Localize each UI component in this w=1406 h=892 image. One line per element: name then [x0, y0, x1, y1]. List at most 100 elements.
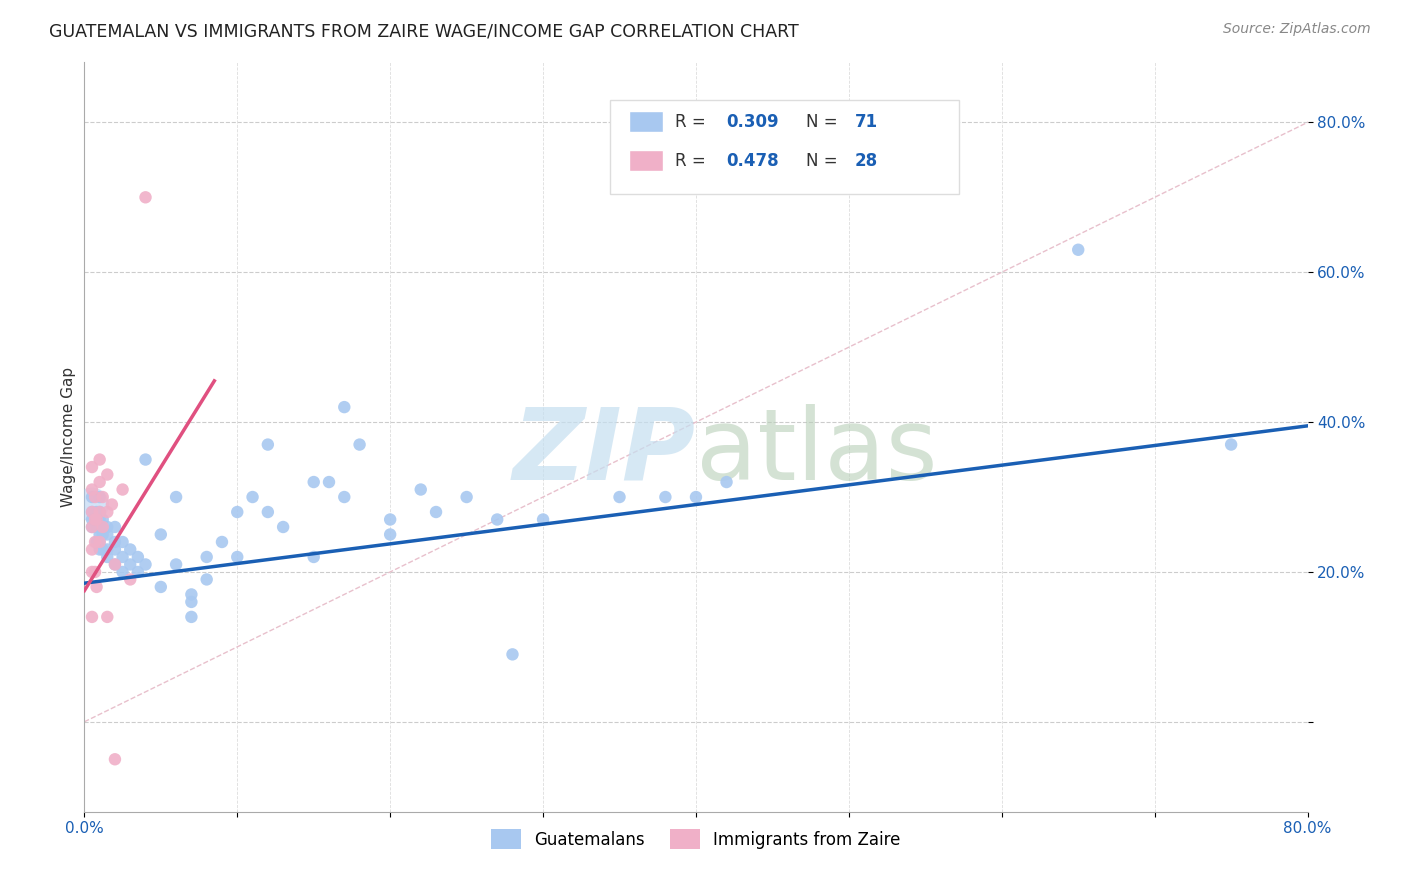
Text: GUATEMALAN VS IMMIGRANTS FROM ZAIRE WAGE/INCOME GAP CORRELATION CHART: GUATEMALAN VS IMMIGRANTS FROM ZAIRE WAGE… [49, 22, 799, 40]
Text: R =: R = [675, 112, 711, 130]
Point [91, 520, 114, 534]
Point [86, 512, 108, 526]
Point [257, 437, 280, 451]
Point [84, 565, 107, 579]
Point [531, 512, 554, 526]
Point [409, 483, 432, 497]
Point [84, 490, 107, 504]
Point [96, 542, 118, 557]
Point [91, 527, 114, 541]
Text: 0.309: 0.309 [727, 112, 779, 130]
Point [111, 535, 134, 549]
Y-axis label: Wage/Income Gap: Wage/Income Gap [60, 367, 76, 508]
Point [380, 512, 402, 526]
Point [180, 610, 202, 624]
Text: Source: ZipAtlas.com: Source: ZipAtlas.com [1223, 22, 1371, 37]
Point [80, 505, 103, 519]
Point [80, 460, 103, 475]
Point [91, 542, 114, 557]
Point [89, 527, 111, 541]
Point [211, 535, 233, 549]
Point [89, 535, 111, 549]
Point [80, 505, 103, 519]
Point [165, 558, 187, 572]
Point [80, 610, 103, 624]
Point [135, 452, 157, 467]
Point [127, 565, 149, 579]
Point [685, 490, 707, 504]
Point [89, 505, 111, 519]
Text: N =: N = [806, 112, 844, 130]
FancyBboxPatch shape [628, 150, 664, 171]
Point [226, 505, 249, 519]
Point [89, 542, 111, 557]
Point [180, 595, 202, 609]
FancyBboxPatch shape [610, 100, 959, 194]
Point [1067, 243, 1090, 257]
Point [80, 520, 103, 534]
Point [111, 483, 134, 497]
Point [104, 558, 127, 572]
Point [120, 573, 142, 587]
Point [271, 520, 294, 534]
Point [104, 520, 127, 534]
Point [80, 498, 103, 512]
Point [333, 490, 356, 504]
Point [96, 520, 118, 534]
Point [135, 190, 157, 204]
Point [257, 505, 280, 519]
Point [89, 452, 111, 467]
Point [349, 437, 371, 451]
Point [89, 505, 111, 519]
Text: N =: N = [806, 152, 844, 169]
FancyBboxPatch shape [628, 112, 664, 132]
Point [502, 648, 524, 662]
Point [380, 527, 402, 541]
Point [120, 558, 142, 572]
Point [195, 573, 218, 587]
Point [149, 527, 172, 541]
Point [96, 527, 118, 541]
Point [86, 512, 108, 526]
Point [80, 542, 103, 557]
Point [149, 580, 172, 594]
Point [84, 512, 107, 526]
Point [84, 535, 107, 549]
Point [96, 610, 118, 624]
Point [89, 490, 111, 504]
Text: 71: 71 [855, 112, 879, 130]
Point [609, 490, 631, 504]
Point [91, 512, 114, 526]
Point [425, 505, 447, 519]
Point [80, 512, 103, 526]
Point [654, 490, 676, 504]
Point [111, 565, 134, 579]
Point [104, 535, 127, 549]
Point [89, 535, 111, 549]
Point [86, 505, 108, 519]
Point [80, 490, 103, 504]
Point [302, 549, 325, 564]
Point [318, 475, 340, 489]
Point [89, 512, 111, 526]
Point [135, 558, 157, 572]
Point [120, 542, 142, 557]
Point [195, 549, 218, 564]
Point [716, 475, 738, 489]
Point [91, 490, 114, 504]
Point [101, 498, 124, 512]
Point [1220, 437, 1243, 451]
Point [96, 549, 118, 564]
Legend: Guatemalans, Immigrants from Zaire: Guatemalans, Immigrants from Zaire [485, 822, 907, 855]
Point [80, 565, 103, 579]
Point [165, 490, 187, 504]
Point [86, 580, 108, 594]
Point [86, 535, 108, 549]
Point [80, 483, 103, 497]
Point [226, 549, 249, 564]
Point [96, 467, 118, 482]
Text: R =: R = [675, 152, 711, 169]
Point [104, 558, 127, 572]
Text: ZIP: ZIP [513, 403, 696, 500]
Point [486, 512, 509, 526]
